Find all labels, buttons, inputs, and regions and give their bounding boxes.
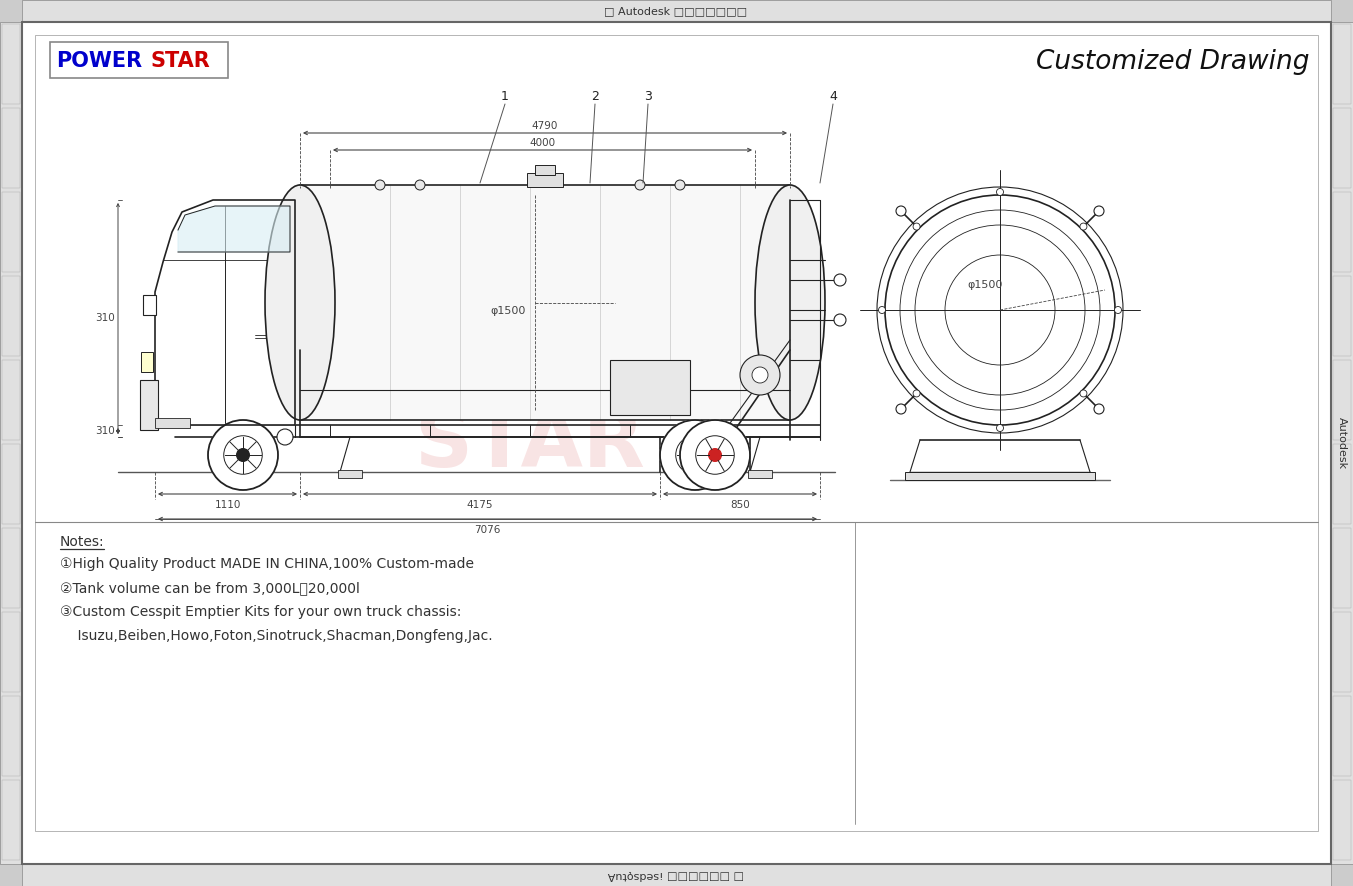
Bar <box>0 22 22 864</box>
Circle shape <box>878 307 885 314</box>
Circle shape <box>1115 307 1122 314</box>
Text: 850: 850 <box>731 500 750 510</box>
Text: 7076: 7076 <box>475 525 501 535</box>
Bar <box>22 0 1331 22</box>
Bar <box>1 24 20 104</box>
Circle shape <box>833 274 846 286</box>
Circle shape <box>885 195 1115 425</box>
Circle shape <box>877 187 1123 433</box>
Text: 1110: 1110 <box>214 500 241 510</box>
Circle shape <box>1095 206 1104 216</box>
Circle shape <box>208 420 277 490</box>
Text: 4: 4 <box>829 89 838 103</box>
Circle shape <box>689 448 701 462</box>
Bar <box>528 173 563 187</box>
Bar <box>1 192 20 272</box>
Text: φ1500: φ1500 <box>490 306 525 315</box>
Text: □ □□□□□□ ¡sedsǫtuA: □ □□□□□□ ¡sedsǫtuA <box>607 870 744 880</box>
Bar <box>1333 444 1352 524</box>
Text: ③Custom Cesspit Emptier Kits for your own truck chassis:: ③Custom Cesspit Emptier Kits for your ow… <box>60 605 461 619</box>
Circle shape <box>1080 390 1086 397</box>
Bar <box>610 360 690 415</box>
Circle shape <box>277 429 294 445</box>
Circle shape <box>752 367 769 383</box>
Bar <box>338 470 363 478</box>
Bar <box>905 472 1095 480</box>
Bar <box>35 35 1318 831</box>
Ellipse shape <box>755 185 825 420</box>
Text: 4790: 4790 <box>532 121 559 131</box>
Circle shape <box>833 314 846 326</box>
Text: Isuzu,Beiben,Howo,Foton,Sinotruck,Shacman,Dongfeng,Jac.: Isuzu,Beiben,Howo,Foton,Sinotruck,Shacma… <box>60 629 492 643</box>
Circle shape <box>913 390 920 397</box>
Bar <box>1333 276 1352 356</box>
Polygon shape <box>156 200 295 425</box>
Bar <box>748 470 773 478</box>
Text: POWER: POWER <box>55 51 142 71</box>
Text: Customized Drawing: Customized Drawing <box>1036 49 1310 75</box>
Bar <box>156 418 189 428</box>
Circle shape <box>709 448 721 462</box>
Text: STAR: STAR <box>414 406 645 484</box>
Bar <box>1 108 20 188</box>
Circle shape <box>237 448 249 462</box>
Text: POWER: POWER <box>364 351 697 429</box>
Circle shape <box>997 189 1004 196</box>
Bar <box>1 444 20 524</box>
Bar <box>1333 24 1352 104</box>
Text: □ Autodesk □□□□□□□: □ Autodesk □□□□□□□ <box>605 6 748 16</box>
Text: φ1500: φ1500 <box>967 280 1003 290</box>
Bar <box>1333 192 1352 272</box>
Circle shape <box>1095 404 1104 414</box>
Bar <box>1 528 20 608</box>
Circle shape <box>675 180 685 190</box>
Circle shape <box>896 404 907 414</box>
Circle shape <box>635 180 645 190</box>
Bar <box>1 276 20 356</box>
Bar <box>1333 360 1352 440</box>
Text: Notes:: Notes: <box>60 535 104 549</box>
Bar <box>1 696 20 776</box>
Bar <box>141 352 153 372</box>
Text: 4000: 4000 <box>529 138 555 148</box>
Bar <box>139 380 158 430</box>
Text: Autodesk: Autodesk <box>1337 417 1348 469</box>
Bar <box>1333 780 1352 860</box>
Bar <box>143 295 156 315</box>
Ellipse shape <box>265 185 336 420</box>
Text: ①High Quality Product MADE IN CHINA,100% Custom-made: ①High Quality Product MADE IN CHINA,100%… <box>60 557 474 571</box>
Circle shape <box>660 420 731 490</box>
Circle shape <box>681 420 750 490</box>
Circle shape <box>740 355 779 395</box>
Text: 310: 310 <box>95 313 115 323</box>
Bar <box>1 780 20 860</box>
Text: 3: 3 <box>644 89 652 103</box>
Circle shape <box>375 180 386 190</box>
Circle shape <box>913 223 920 230</box>
Circle shape <box>415 180 425 190</box>
Bar <box>1 360 20 440</box>
Text: STAR: STAR <box>150 51 210 71</box>
Text: ②Tank volume can be from 3,000L－20,000l: ②Tank volume can be from 3,000L－20,000l <box>60 581 360 595</box>
Polygon shape <box>179 206 290 252</box>
Bar <box>1333 108 1352 188</box>
Text: 310: 310 <box>95 426 115 436</box>
Bar <box>1 612 20 692</box>
Text: 4175: 4175 <box>467 500 494 510</box>
Bar <box>22 864 1331 886</box>
Bar <box>1333 528 1352 608</box>
Bar <box>1333 612 1352 692</box>
Bar <box>534 165 555 175</box>
Circle shape <box>997 424 1004 431</box>
Bar <box>300 185 790 420</box>
Bar <box>1333 696 1352 776</box>
Bar <box>1331 22 1353 864</box>
Circle shape <box>896 206 907 216</box>
Bar <box>50 42 229 78</box>
Circle shape <box>1080 223 1086 230</box>
Text: 2: 2 <box>591 89 599 103</box>
Text: 1: 1 <box>501 89 509 103</box>
